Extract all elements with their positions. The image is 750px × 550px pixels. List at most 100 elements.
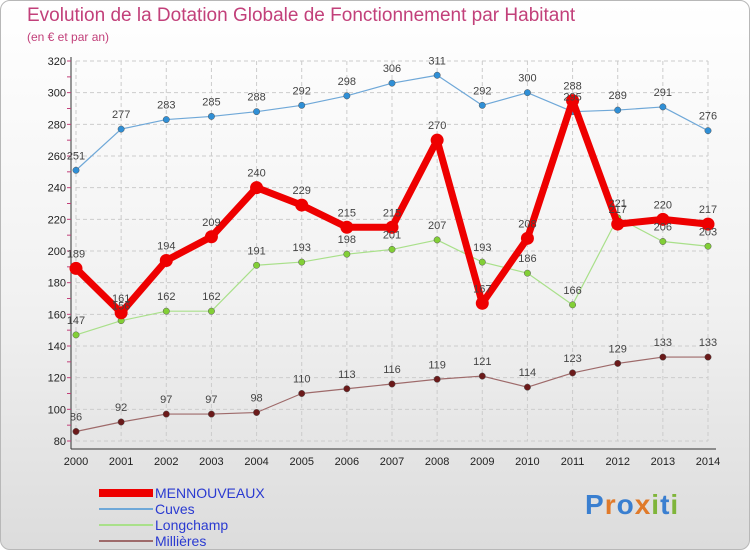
data-point-mennouveaux bbox=[566, 94, 580, 108]
data-point-cuves bbox=[523, 89, 531, 97]
legend-label: Millières bbox=[155, 533, 207, 549]
x-tick-label: 2001 bbox=[109, 456, 133, 468]
data-label-millieres: 110 bbox=[293, 374, 311, 386]
data-label-longchamp: 193 bbox=[293, 242, 311, 254]
data-point-mennouveaux bbox=[204, 230, 218, 244]
data-label-cuves: 283 bbox=[157, 100, 175, 112]
data-label-mennouveaux: 208 bbox=[518, 218, 536, 230]
data-label-mennouveaux: 167 bbox=[473, 283, 491, 295]
data-point-longchamp bbox=[207, 307, 215, 315]
data-point-cuves bbox=[614, 106, 622, 114]
data-point-mennouveaux bbox=[611, 217, 625, 231]
data-point-cuves bbox=[207, 112, 215, 120]
y-tick-label: 200 bbox=[48, 246, 66, 258]
data-label-cuves: 291 bbox=[654, 87, 672, 99]
data-label-mennouveaux: 189 bbox=[67, 248, 85, 260]
data-point-longchamp bbox=[523, 269, 531, 277]
data-point-cuves bbox=[388, 79, 396, 87]
data-point-longchamp bbox=[388, 245, 396, 253]
data-label-cuves: 292 bbox=[473, 85, 491, 97]
data-label-longchamp: 203 bbox=[699, 226, 717, 238]
data-point-mennouveaux bbox=[656, 212, 670, 226]
chart-title: Evolution de la Dotation Globale de Fonc… bbox=[27, 5, 576, 26]
y-tick-label: 180 bbox=[48, 278, 66, 290]
data-label-longchamp: 191 bbox=[247, 245, 265, 257]
data-label-longchamp: 186 bbox=[518, 253, 536, 265]
data-label-millieres: 97 bbox=[205, 394, 217, 406]
data-point-mennouveaux bbox=[701, 217, 715, 231]
data-point-longchamp bbox=[569, 301, 577, 309]
data-point-longchamp bbox=[343, 250, 351, 258]
x-tick-label: 2008 bbox=[425, 456, 449, 468]
logo-letter: r bbox=[604, 489, 617, 520]
x-tick-label: 2003 bbox=[199, 456, 223, 468]
data-point-mennouveaux bbox=[250, 181, 264, 195]
data-label-longchamp: 206 bbox=[654, 222, 672, 234]
data-point-millieres bbox=[388, 380, 396, 388]
x-tick-label: 2004 bbox=[244, 456, 268, 468]
data-label-mennouveaux: 217 bbox=[609, 204, 627, 216]
y-tick-label: 220 bbox=[48, 214, 66, 226]
data-label-mennouveaux: 220 bbox=[654, 199, 672, 211]
data-point-millieres bbox=[207, 410, 215, 418]
logo-letter: i bbox=[651, 489, 661, 520]
data-label-mennouveaux: 217 bbox=[699, 204, 717, 216]
x-tick-label: 2009 bbox=[470, 456, 494, 468]
x-tick-label: 2010 bbox=[515, 456, 539, 468]
y-tick-label: 80 bbox=[54, 436, 66, 448]
data-point-longchamp bbox=[704, 242, 712, 250]
data-label-mennouveaux: 240 bbox=[247, 168, 265, 180]
data-point-cuves bbox=[162, 116, 170, 124]
x-tick-label: 2002 bbox=[154, 456, 178, 468]
logo-letter: t bbox=[660, 489, 671, 520]
data-point-cuves bbox=[704, 127, 712, 135]
data-point-millieres bbox=[704, 353, 712, 361]
data-label-cuves: 300 bbox=[518, 73, 536, 85]
x-tick-label: 2006 bbox=[335, 456, 359, 468]
data-label-longchamp: 156 bbox=[112, 301, 130, 313]
data-label-millieres: 119 bbox=[428, 359, 446, 371]
legend-label: MENNOUVEAUX bbox=[155, 485, 265, 501]
data-point-millieres bbox=[253, 409, 261, 416]
legend-swatch-cuves bbox=[99, 508, 153, 510]
data-point-cuves bbox=[433, 71, 441, 79]
y-tick-label: 240 bbox=[48, 183, 66, 195]
legend-swatch-mennouveaux bbox=[99, 489, 153, 497]
data-label-cuves: 289 bbox=[609, 90, 627, 102]
data-point-mennouveaux bbox=[159, 254, 173, 267]
data-point-millieres bbox=[659, 353, 667, 361]
legend-swatch-millieres bbox=[99, 540, 153, 542]
data-point-mennouveaux bbox=[295, 198, 309, 212]
data-point-millieres bbox=[72, 428, 80, 435]
logo-letter: x bbox=[634, 489, 652, 520]
data-point-longchamp bbox=[433, 236, 441, 244]
data-point-longchamp bbox=[253, 261, 261, 269]
data-label-longchamp: 221 bbox=[609, 198, 627, 210]
data-label-millieres: 86 bbox=[70, 412, 82, 424]
y-tick-label: 120 bbox=[48, 373, 66, 385]
data-point-cuves bbox=[117, 125, 125, 133]
data-label-cuves: 311 bbox=[428, 55, 446, 67]
x-tick-label: 2000 bbox=[64, 456, 88, 468]
data-point-cuves bbox=[343, 92, 351, 100]
data-label-millieres: 121 bbox=[473, 356, 491, 368]
data-label-longchamp: 147 bbox=[67, 315, 85, 327]
data-label-mennouveaux: 229 bbox=[293, 185, 311, 197]
data-point-mennouveaux bbox=[475, 296, 489, 310]
data-point-longchamp bbox=[298, 258, 306, 266]
data-label-cuves: 276 bbox=[699, 111, 717, 123]
y-tick-label: 300 bbox=[48, 88, 66, 100]
data-point-cuves bbox=[659, 103, 667, 111]
legend-label: Cuves bbox=[155, 501, 195, 517]
data-point-millieres bbox=[117, 418, 125, 426]
data-label-mennouveaux: 288 bbox=[563, 81, 581, 93]
data-label-cuves: 285 bbox=[202, 96, 220, 108]
data-label-millieres: 116 bbox=[383, 364, 401, 376]
data-label-cuves: 288 bbox=[247, 92, 265, 104]
data-point-millieres bbox=[162, 410, 170, 418]
data-label-cuves: 277 bbox=[112, 109, 130, 121]
y-tick-label: 260 bbox=[48, 151, 66, 163]
chart-subtitle: (en € et par an) bbox=[27, 30, 110, 44]
data-label-mennouveaux: 161 bbox=[112, 293, 130, 305]
data-label-millieres: 133 bbox=[699, 337, 717, 349]
